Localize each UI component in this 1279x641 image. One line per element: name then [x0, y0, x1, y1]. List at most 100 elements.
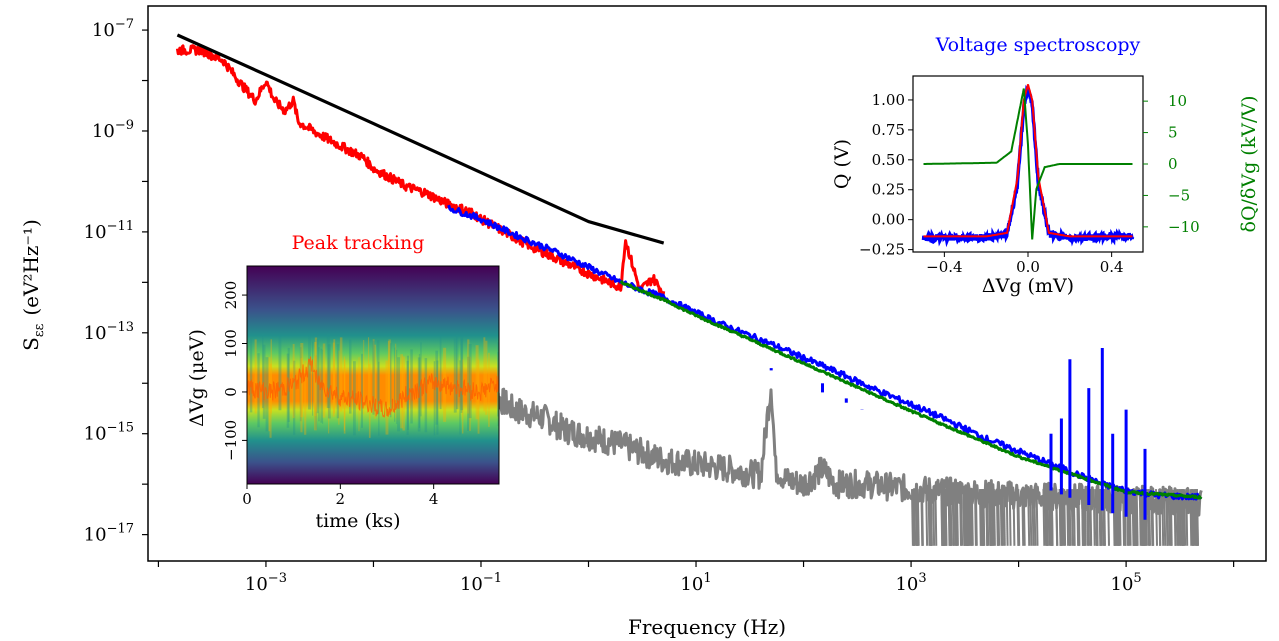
- heatmap-streak: [460, 338, 463, 413]
- heatmap-y-ticks: 200 100 0 −100: [222, 281, 247, 461]
- heatmap-streak: [433, 361, 436, 436]
- main-y-label-subscript: εε: [32, 323, 47, 337]
- gray-noise-band-stroke: [992, 489, 996, 546]
- heatmap-y-label: ΔVg (μeV): [186, 329, 208, 427]
- main-x-tick-label: 10−3: [245, 571, 287, 595]
- heatmap-streak: [459, 360, 461, 435]
- main-y-tick-base: 10: [84, 323, 107, 344]
- heatmap-streak: [326, 333, 330, 408]
- main-x-tick-base: 10: [245, 574, 268, 595]
- heatmap-streak: [316, 339, 319, 414]
- heatmap-streak: [349, 339, 352, 414]
- heatmap-streak: [406, 355, 409, 430]
- gray-noise-band-stroke: [999, 489, 1003, 546]
- heatmap-streak: [372, 339, 375, 414]
- gray-noise-band-stroke: [1055, 489, 1059, 546]
- heatmap-streak: [318, 347, 320, 422]
- main-plot-frame: [147, 5, 1267, 562]
- heatmap-x-tick-label: 2: [336, 490, 346, 508]
- inset-blue-data-line: [921, 84, 1135, 248]
- heatmap-image: [247, 266, 499, 484]
- gray-noise-band-stroke: [1061, 489, 1065, 546]
- gray-noise-band-stroke: [1132, 489, 1136, 546]
- heatmap-streak: [390, 343, 392, 418]
- heatmap-y-tick-label: 0: [222, 387, 240, 397]
- main-y-tick-exp: −17: [107, 522, 134, 537]
- main-y-label-unit: (eV²Hz⁻¹): [19, 219, 43, 315]
- main-y-tick-base: 10: [92, 121, 115, 142]
- heatmap-x-ticks: 0 2 4: [242, 484, 438, 508]
- heatmap-peak-line: [247, 356, 499, 418]
- heatmap-streak: [435, 350, 438, 425]
- gray-noise-band-stroke: [1066, 489, 1070, 546]
- gray-noise-band-stroke: [1029, 489, 1033, 546]
- main-x-tick-label: 101: [680, 571, 711, 595]
- gray-noise-band-stroke: [1135, 489, 1139, 546]
- gray-noise-band-stroke: [952, 489, 955, 546]
- gray-noise-band-stroke: [1033, 489, 1037, 546]
- gray-noise-band-stroke: [1002, 489, 1006, 546]
- gray-noise-band-stroke: [1183, 489, 1187, 546]
- main-y-tick-base: 10: [84, 424, 107, 445]
- heatmap-streak: [460, 336, 464, 411]
- heatmap-streak: [456, 335, 459, 410]
- heatmap-streak: [420, 342, 422, 417]
- heatmap-frame: [246, 265, 500, 485]
- gray-noise-floor-line: [484, 380, 1203, 517]
- gray-noise-band-stroke: [955, 489, 959, 546]
- gray-noise-band-stroke: [1141, 489, 1144, 546]
- heatmap-streak: [424, 358, 428, 433]
- gray-noise-band-stroke: [959, 489, 962, 546]
- gray-noise-band-stroke: [954, 489, 958, 546]
- heatmap-streak: [262, 344, 266, 419]
- heatmap-title: Peak tracking: [292, 232, 425, 254]
- gray-noise-band-stroke: [1147, 489, 1150, 546]
- gray-noise-band-stroke: [1035, 489, 1039, 546]
- gray-noise-band-stroke: [1012, 489, 1016, 546]
- gray-noise-band-stroke: [966, 489, 970, 546]
- gray-noise-band-stroke: [1042, 489, 1046, 546]
- heatmap-streak: [254, 339, 257, 414]
- gray-noise-band-stroke: [1138, 489, 1142, 546]
- gray-noise-band-stroke: [988, 489, 992, 546]
- heatmap-y-tick-label: 200: [222, 281, 240, 310]
- gray-noise-band-stroke: [1165, 489, 1169, 546]
- heatmap-streak: [268, 357, 271, 432]
- heatmap-streak: [394, 347, 396, 422]
- gray-noise-band-stroke: [1117, 489, 1121, 546]
- gray-noise-band-stroke: [927, 489, 931, 546]
- heatmap-streak: [395, 343, 397, 418]
- gray-noise-band-stroke: [1050, 489, 1054, 546]
- gray-noise-band-stroke: [911, 489, 914, 546]
- inset-spectroscopy-y-ticks: 1.00 0.75 0.50 0.25 0.00 −0.25: [859, 91, 913, 259]
- gray-noise-band-stroke: [932, 489, 936, 546]
- heatmap-streak: [475, 345, 479, 420]
- main-y-tick-exp: −11: [107, 219, 134, 234]
- heatmap-streak: [374, 344, 376, 419]
- inset-y-tick-label: 0.50: [872, 151, 905, 169]
- inset-right-tick-label: −10: [1168, 218, 1200, 236]
- heatmap-streak: [363, 340, 365, 415]
- gray-noise-band-stroke: [1134, 489, 1138, 546]
- heatmap-x-tick-label: 0: [242, 490, 252, 508]
- heatmap-streak: [304, 360, 307, 435]
- gray-noise-band-stroke: [1001, 489, 1004, 546]
- heatmap-streak: [322, 343, 326, 418]
- main-x-axis-label: Frequency (Hz): [628, 615, 786, 639]
- inset-y-tick-label: 1.00: [872, 91, 905, 109]
- gray-noise-band-stroke: [1060, 489, 1064, 546]
- main-y-tick-base: 10: [84, 525, 107, 546]
- heatmap-streak: [477, 359, 480, 434]
- heatmap-streak: [333, 339, 336, 414]
- heatmap-streak: [338, 350, 340, 425]
- main-series-group: [175, 33, 1203, 546]
- main-y-tick-exp: −13: [107, 320, 134, 335]
- gray-noise-band-stroke: [974, 489, 977, 546]
- inset-right-tick-label: 5: [1168, 124, 1178, 142]
- gray-noise-band-stroke: [968, 489, 972, 546]
- heatmap-streak: [299, 347, 302, 422]
- red-peak-tracking-line: [175, 44, 666, 299]
- gray-noise-band-stroke: [970, 489, 974, 546]
